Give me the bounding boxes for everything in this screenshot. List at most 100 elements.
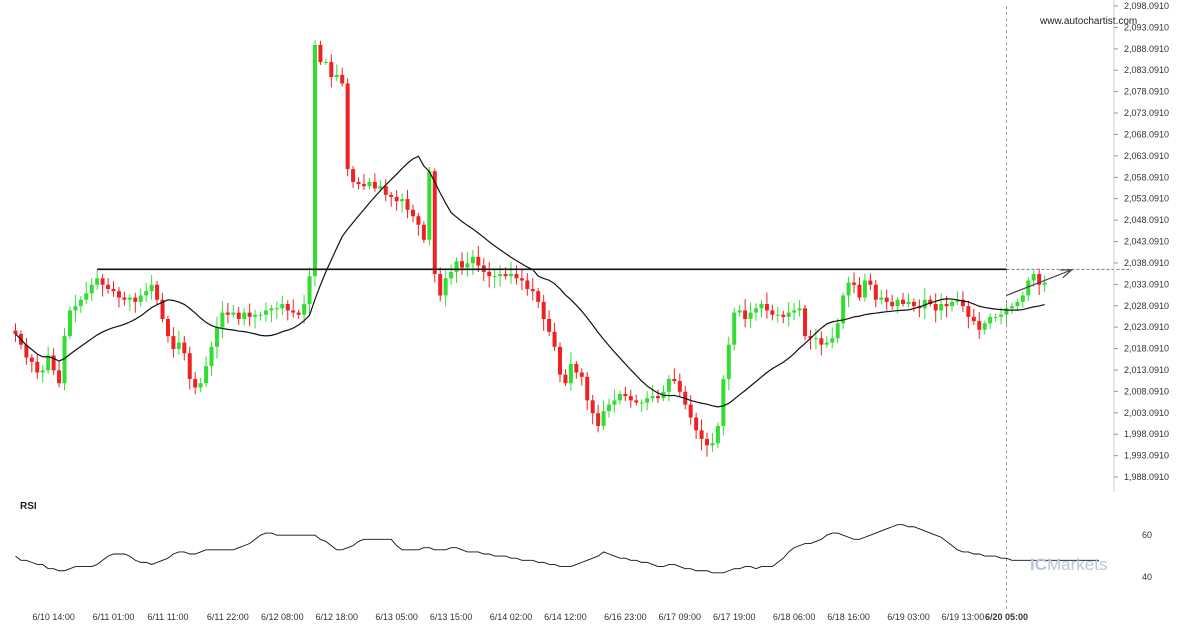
candle <box>263 310 268 315</box>
candle <box>508 274 513 277</box>
candle <box>465 263 470 268</box>
time-tick-label: 6/18 06:00 <box>773 612 816 622</box>
candle <box>841 295 846 324</box>
candle <box>715 426 720 444</box>
price-tick-label: 2,028.0910 <box>1124 301 1169 311</box>
moving-average-line <box>15 155 1045 408</box>
candle <box>454 261 459 272</box>
candle <box>710 443 715 446</box>
candle <box>127 297 132 300</box>
candle <box>459 261 464 268</box>
candle <box>835 323 840 339</box>
candle <box>318 44 323 63</box>
candle <box>427 171 432 240</box>
candle <box>568 363 573 384</box>
price-tick-label: 1,998.0910 <box>1124 429 1169 439</box>
candle <box>176 342 181 349</box>
candle <box>144 291 149 296</box>
candle <box>116 291 121 298</box>
price-tick-label: 2,003.0910 <box>1124 408 1169 418</box>
candle <box>530 289 535 292</box>
candle <box>541 301 546 319</box>
price-tick-label: 2,088.0910 <box>1124 44 1169 54</box>
time-axis: 6/10 14:00 6/11 01:00 6/11 11:00 6/11 22:00… <box>32 612 1028 622</box>
candle <box>868 280 873 285</box>
price-tick-label: 1,993.0910 <box>1124 451 1169 461</box>
candle <box>982 323 987 330</box>
time-tick-label: 6/17 09:00 <box>659 612 702 622</box>
candle <box>612 400 617 405</box>
candle <box>999 314 1004 317</box>
candle <box>884 297 889 302</box>
source-label: www.autochartist.com <box>1039 16 1137 27</box>
candle <box>35 361 40 373</box>
candle <box>759 304 764 309</box>
candle <box>939 304 944 311</box>
price-tick-label: 2,043.0910 <box>1124 237 1169 247</box>
candle <box>737 310 742 313</box>
price-tick-label: 2,023.0910 <box>1124 322 1169 332</box>
candle <box>775 314 780 316</box>
rsi-panel: 60 40 <box>15 524 1152 582</box>
time-tick-label: 6/17 19:00 <box>713 612 756 622</box>
candle <box>356 181 361 185</box>
rsi-title: RSI <box>20 501 37 512</box>
projection-arrow <box>1006 269 1073 296</box>
candle <box>803 308 808 337</box>
time-tick-label: 6/10 14:00 <box>32 612 75 622</box>
candle <box>302 304 307 315</box>
candle <box>57 370 62 384</box>
candle <box>901 299 906 305</box>
candle <box>492 276 497 278</box>
candle <box>29 357 34 362</box>
candle <box>389 194 394 197</box>
candle <box>503 274 508 277</box>
candle <box>160 299 165 319</box>
candle <box>1004 308 1009 315</box>
candle <box>351 169 356 182</box>
candle <box>933 304 938 311</box>
candle <box>596 413 601 427</box>
candle <box>220 312 225 328</box>
candle <box>122 297 127 300</box>
time-tick-label: 6/13 05:00 <box>375 612 418 622</box>
candle <box>95 278 100 285</box>
candle <box>1042 282 1047 285</box>
candle <box>155 284 160 300</box>
candle <box>645 398 650 403</box>
candle <box>699 430 704 439</box>
candle <box>225 312 230 315</box>
candle <box>1026 280 1031 296</box>
candle <box>955 299 960 302</box>
candle <box>312 44 317 277</box>
candle <box>432 171 437 275</box>
candle <box>857 284 862 298</box>
price-tick-label: 2,033.0910 <box>1124 279 1169 289</box>
candle <box>988 316 993 324</box>
candle <box>672 378 677 382</box>
candle <box>410 209 415 217</box>
price-tick-label: 1,988.0910 <box>1124 472 1169 482</box>
candle <box>732 312 737 345</box>
price-tick-label: 2,083.0910 <box>1124 65 1169 75</box>
candle <box>253 314 258 317</box>
candle <box>182 342 187 354</box>
candle <box>340 74 345 84</box>
candle <box>361 184 366 187</box>
time-tick-label: 6/14 02:00 <box>490 612 533 622</box>
candle <box>628 396 633 401</box>
candle <box>536 291 541 302</box>
time-tick-label: 6/12 08:00 <box>261 612 304 622</box>
price-tick-label: 2,098.0910 <box>1124 1 1169 11</box>
candle <box>966 306 971 317</box>
candle <box>89 284 94 294</box>
candle <box>285 304 290 311</box>
time-tick-label: 6/14 12:00 <box>544 612 587 622</box>
price-tick-label: 2,008.0910 <box>1124 386 1169 396</box>
candle <box>819 338 824 345</box>
candle <box>405 199 410 210</box>
candle <box>852 282 857 285</box>
candle <box>911 301 916 307</box>
price-tick-label: 2,038.0910 <box>1124 258 1169 268</box>
time-tick-label: 6/16 23:00 <box>604 612 647 622</box>
